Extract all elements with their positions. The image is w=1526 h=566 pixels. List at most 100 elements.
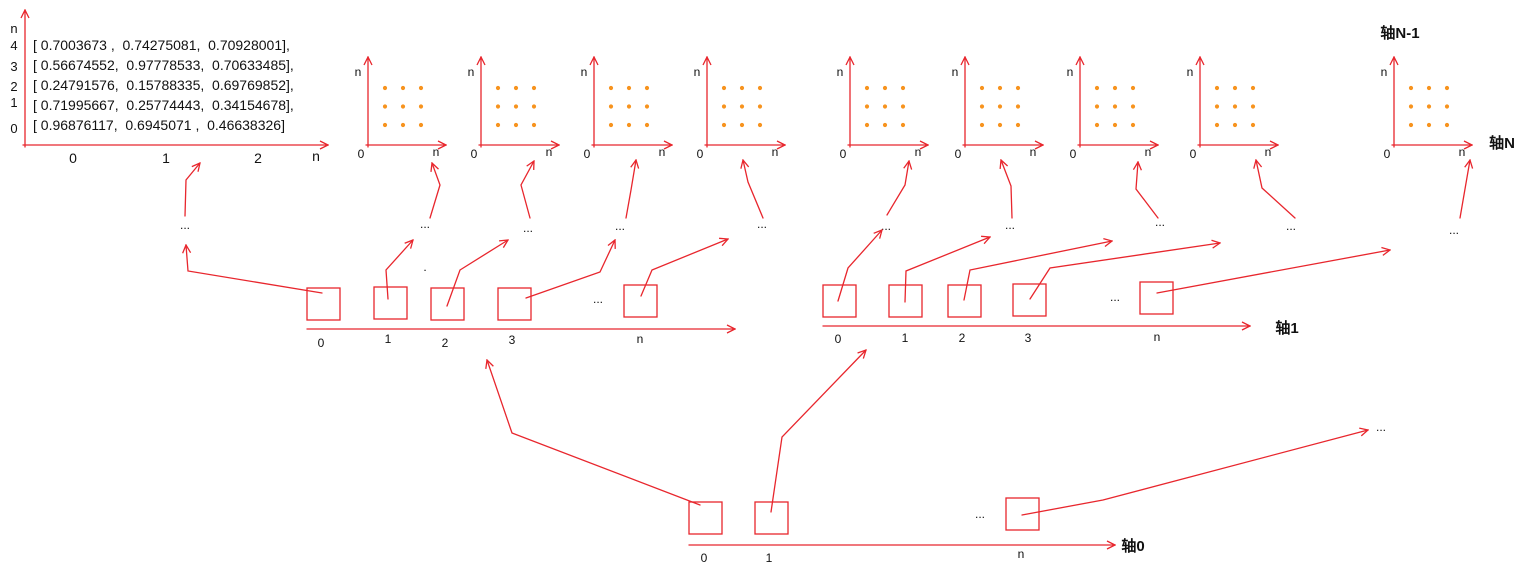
row-index-label: 1 — [10, 95, 17, 110]
axis1-left-element-box — [373, 286, 408, 320]
sub-plot: n 0 n — [581, 57, 672, 161]
data-point-dot — [644, 85, 650, 91]
sub-plot-x-label: n — [433, 145, 440, 159]
sub-plot: n 0 n — [694, 57, 785, 161]
data-point-dot — [721, 122, 727, 128]
axis0-element-box — [754, 501, 789, 535]
sub-plot-x-label: n — [659, 145, 666, 159]
data-point-dot — [418, 122, 424, 128]
sub-plot-origin-label: 0 — [1384, 147, 1391, 161]
axis-n-labels: 轴N-1 轴N — [1380, 24, 1515, 152]
data-point-dot — [1015, 85, 1021, 91]
data-point-dot — [1214, 122, 1220, 128]
data-point-dot — [1408, 85, 1414, 91]
axis0-continuation-ellipsis: ... — [1376, 420, 1386, 434]
axis1-left-group: 0 1 2 3 n... — [306, 284, 735, 350]
data-point-dot — [608, 85, 614, 91]
data-point-dot — [1094, 122, 1100, 128]
sub-plot-y-label: n — [1067, 65, 1074, 79]
sub-plot-x-label: n — [1459, 145, 1466, 159]
data-point-dot — [1426, 85, 1432, 91]
ellipsis-marker: ... — [1005, 218, 1015, 232]
data-point-dot — [495, 85, 501, 91]
sub-plot-origin-label: 0 — [1190, 147, 1197, 161]
main-array-plot: n 4 [ 0.7003673 , 0.74275081, 0.70928001],… — [10, 10, 328, 166]
sub-plot-y-label: n — [355, 65, 362, 79]
data-point-dot — [900, 104, 906, 109]
data-point-dot — [531, 85, 537, 91]
data-point-dot — [757, 104, 763, 109]
axis1-left-tick-label: 1 — [385, 332, 392, 346]
main-x-tick-label: 1 — [162, 150, 170, 166]
data-point-dot — [739, 122, 745, 128]
ellipsis-marker: ... — [1449, 223, 1459, 237]
to-sub-plot-arrow — [429, 163, 441, 219]
data-point-dot — [382, 122, 388, 128]
axis-n-label: 轴N — [1489, 134, 1515, 152]
data-point-dot — [1112, 104, 1118, 109]
data-point-dot — [900, 122, 906, 128]
axis1-left-tick-label: 0 — [318, 336, 325, 350]
data-point-dot — [1214, 104, 1220, 109]
data-point-dot — [1444, 104, 1450, 109]
axis1-right-itemn-arrow — [1156, 250, 1390, 294]
axis1-left-itemn-arrow — [640, 239, 728, 297]
axis0-tick-label: 1 — [766, 551, 773, 565]
data-point-dot — [739, 104, 745, 109]
axis1-left-tick-label: 3 — [509, 333, 516, 347]
axis0-tick-label: 0 — [701, 551, 708, 565]
data-point-dot — [1426, 122, 1432, 128]
data-point-dot — [1444, 122, 1450, 128]
axis1-right-tick-label: 0 — [835, 332, 842, 346]
ellipsis-marker: ... — [420, 217, 430, 231]
ellipsis-marker: ... — [1155, 215, 1165, 229]
row-index-label: 2 — [10, 79, 17, 94]
main-y-axis-label: n — [10, 21, 17, 36]
sub-plot-x-label: n — [772, 145, 779, 159]
sub-plot-origin-label: 0 — [471, 147, 478, 161]
row-index-label: 4 — [10, 38, 17, 53]
data-point-dot — [644, 104, 650, 109]
data-point-dot — [400, 122, 406, 128]
axis1-left-item1-arrow — [385, 240, 413, 300]
sub-plot-x-label: n — [1030, 145, 1037, 159]
to-sub-plot-arrow — [1459, 160, 1470, 219]
sub-plot-y-label: n — [1381, 65, 1388, 79]
axis1-right-element-box — [1139, 281, 1174, 315]
data-point-dot — [513, 122, 519, 128]
data-point-dot — [513, 104, 519, 109]
to-sub-plot-arrow — [886, 161, 909, 216]
data-point-dot — [1130, 85, 1136, 91]
axis0-gap-ellipsis: ... — [975, 507, 985, 521]
sub-plot-origin-label: 0 — [584, 147, 591, 161]
ellipsis-marker: ... — [757, 217, 767, 231]
data-point-dot — [1426, 104, 1432, 109]
data-point-dot — [900, 85, 906, 91]
stray-dot-mark: . — [423, 260, 426, 274]
axis1-label: 轴1 — [1275, 319, 1298, 337]
row-index-label: 3 — [10, 59, 17, 74]
axis0-item0-arrow — [487, 360, 701, 506]
data-point-dot — [882, 85, 888, 91]
sub-plot-y-label: n — [837, 65, 844, 79]
axis1-right-tick-label: n — [1154, 330, 1161, 344]
connector-arrows — [185, 160, 1470, 516]
data-point-dot — [1408, 122, 1414, 128]
sub-plot-y-label: n — [1187, 65, 1194, 79]
array-row-values: [ 0.24791576, 0.15788335, 0.69769852], — [33, 77, 294, 93]
axis1-left-tick-label: 2 — [442, 336, 449, 350]
axis1-left-tick-label: n — [637, 332, 644, 346]
axis1-right-tick-label: 3 — [1025, 331, 1032, 345]
main-x-tick-label: n — [312, 148, 320, 164]
data-point-dot — [882, 122, 888, 128]
array-row-values: [ 0.7003673 , 0.74275081, 0.70928001], — [33, 37, 290, 53]
ellipsis-marker: ... — [881, 219, 891, 233]
level-ellipses: ............................... — [180, 215, 1459, 274]
axis0-tick-label: n — [1018, 547, 1025, 561]
data-point-dot — [626, 104, 632, 109]
axis1-right-item2-arrow — [963, 241, 1112, 301]
data-point-dot — [531, 122, 537, 128]
sub-plot-x-label: n — [915, 145, 922, 159]
sub-plot: n 0 n — [468, 57, 559, 161]
sub-plot: n 0 n — [837, 57, 928, 161]
